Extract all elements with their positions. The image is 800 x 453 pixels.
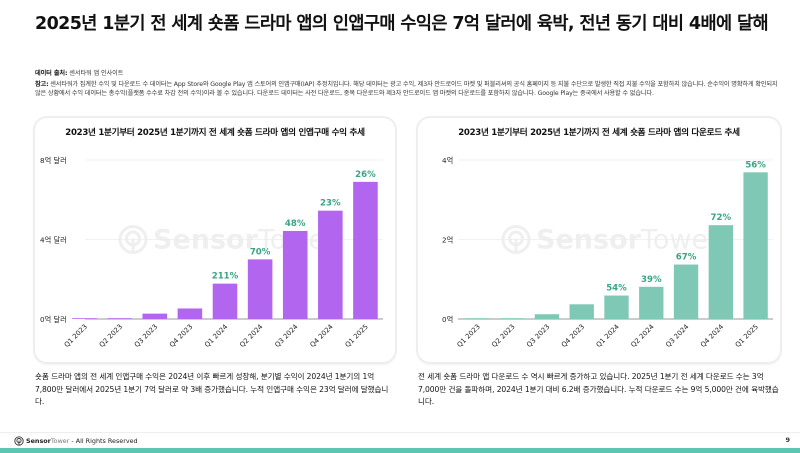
bar — [743, 172, 768, 319]
growth-label: 54% — [606, 284, 627, 294]
growth-label: 23% — [320, 199, 341, 209]
bar — [708, 225, 734, 319]
revenue-chart-title: 2023년 1분기부터 2025년 1분기까지 전 세계 숏폼 드라마 앱의 인… — [65, 128, 365, 138]
bar — [569, 304, 594, 319]
watermark-logo-inner-icon — [508, 230, 524, 247]
note-text: 센서타워가 집계한 수익 및 다운로드 수 데이터는 App Store와 Go… — [35, 81, 778, 98]
bar — [107, 318, 132, 319]
x-tick-label: Q2 2024 — [629, 323, 655, 349]
watermark-logo-inner-icon — [125, 230, 141, 247]
bar — [673, 264, 699, 319]
x-tick-label: Q1 2025 — [734, 323, 760, 349]
bar — [142, 313, 168, 319]
revenue-description: 숏폼 드라마 앱의 전 세계 인앱구매 수익은 2024년 이후 빠르게 성장해… — [35, 372, 389, 406]
source-label: 데이터 출처: — [35, 70, 68, 77]
y-tick-label: 4억 — [442, 156, 453, 165]
page-title: 2025년 1분기 전 세계 숏폼 드라마 앱의 인앱구매 수익은 7억 달러에… — [35, 14, 769, 34]
page-number: 9 — [785, 436, 790, 444]
footer-brand: SensorTower - All Rights Reserved — [14, 436, 138, 446]
x-tick-label: Q1 2024 — [203, 323, 229, 349]
y-tick-label: 8억 달러 — [40, 156, 67, 165]
growth-label: 56% — [745, 160, 766, 170]
watermark: SensorTower — [501, 225, 720, 256]
bar — [282, 230, 308, 319]
revenue-chart-card: 2023년 1분기부터 2025년 1분기까지 전 세계 숏폼 드라마 앱의 인… — [35, 118, 395, 362]
footer-brand-a: Sensor — [26, 437, 51, 445]
growth-label: 72% — [711, 213, 732, 223]
source-value: 센서타워 앱 인사이트 — [67, 70, 124, 77]
bar — [318, 210, 343, 319]
growth-label: 39% — [641, 275, 662, 285]
growth-label: 211% — [212, 272, 239, 282]
footer-brand-b: Tower — [50, 437, 70, 445]
bar — [353, 181, 378, 319]
y-tick-label: 4억 달러 — [40, 236, 67, 245]
downloads-chart-card: 2023년 1분기부터 2025년 1분기까지 전 세계 숏폼 드라마 앱의 다… — [418, 118, 780, 362]
x-tick-label: Q2 2023 — [98, 323, 124, 349]
x-tick-label: Q2 2023 — [490, 323, 516, 349]
footer-rights: - All Rights Reserved — [69, 437, 138, 445]
data-source: 데이터 출처: 센서타워 앱 인사이트 — [35, 69, 123, 78]
footer-divider — [0, 432, 800, 433]
watermark-brand-b: Tower — [640, 225, 720, 256]
bar — [212, 283, 238, 319]
x-tick-label: Q1 2025 — [344, 323, 370, 349]
x-tick-label: Q3 2024 — [664, 323, 690, 349]
x-tick-label: Q1 2023 — [63, 323, 89, 349]
y-tick-label: 2억 — [442, 236, 453, 245]
bar — [465, 318, 490, 319]
bar — [177, 308, 203, 319]
note: 참고: 센서타워가 집계한 수익 및 다운로드 수 데이터는 App Store… — [35, 80, 780, 99]
footer-accent-bar — [0, 448, 800, 453]
x-tick-label: Q3 2023 — [133, 323, 159, 349]
watermark-brand-a: Sensor — [153, 225, 259, 256]
downloads-chart: SensorTower 0억 2억 4억 Q1 2023 Q2 2023 Q3 2023 Q4… — [442, 156, 773, 349]
note-label: 참고: — [35, 81, 49, 88]
bar — [72, 318, 97, 319]
x-tick-label: Q4 2023 — [560, 323, 586, 349]
bar — [639, 286, 664, 319]
x-tick-label: Q1 2023 — [456, 323, 482, 349]
x-tick-label: Q4 2023 — [168, 323, 194, 349]
x-tick-label: Q3 2024 — [273, 323, 299, 349]
downloads-description: 전 세계 숏폼 드라마 앱 다운로드 수 역시 빠르게 증가하고 있습니다. 2… — [418, 372, 779, 406]
sensor-tower-logo-icon — [14, 436, 24, 446]
x-tick-label: Q4 2024 — [308, 323, 334, 349]
bar — [499, 318, 525, 319]
y-tick-label: 0억 — [442, 315, 453, 324]
bar — [247, 259, 273, 319]
y-tick-label: 0억 달러 — [40, 315, 67, 324]
x-tick-label: Q4 2024 — [699, 323, 725, 349]
growth-label: 26% — [355, 170, 376, 180]
x-tick-label: Q2 2024 — [238, 323, 264, 349]
growth-label: 67% — [676, 253, 697, 263]
growth-label: 70% — [250, 247, 271, 257]
bar — [534, 314, 560, 319]
watermark-brand-a: Sensor — [536, 225, 642, 256]
growth-label: 48% — [285, 219, 306, 229]
x-tick-label: Q1 2024 — [595, 323, 621, 349]
x-tick-label: Q3 2023 — [525, 323, 551, 349]
revenue-chart: SensorTower 0억 달러 4억 달러 8억 달러 Q1 2023 Q2 2023… — [40, 156, 383, 349]
watermark-text: SensorTower — [536, 225, 720, 256]
downloads-chart-title: 2023년 1분기부터 2025년 1분기까지 전 세계 숏폼 드라마 앱의 다… — [458, 128, 740, 138]
bar — [604, 295, 629, 319]
watermark-text: SensorTower — [153, 225, 337, 256]
